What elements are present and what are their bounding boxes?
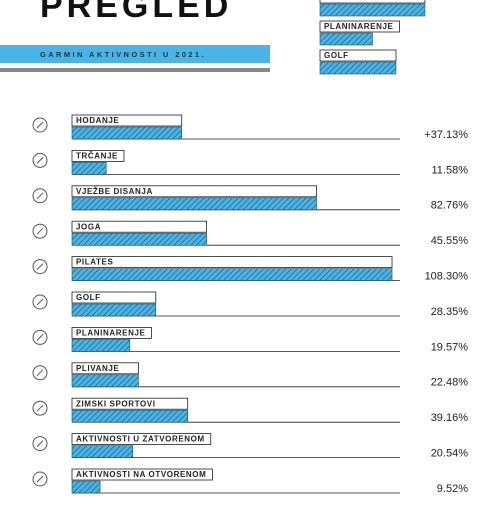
icon-shape — [32, 329, 48, 345]
bar — [71, 197, 317, 211]
category-label: VJEŽBE DISANJA — [76, 187, 153, 196]
bar — [319, 3, 426, 17]
value-label: 11.58% — [432, 164, 469, 176]
category-label: ZIMSKI SPORTOVI — [76, 399, 156, 408]
icon-shape — [32, 117, 48, 133]
label-box — [71, 362, 139, 375]
icon-shape — [36, 440, 44, 447]
label-box — [319, 49, 397, 62]
icon-shape — [32, 471, 48, 487]
bar — [71, 126, 183, 140]
activity-icon — [32, 294, 48, 310]
activity-icon — [32, 152, 48, 168]
activity-icon — [32, 259, 48, 275]
label-box — [71, 220, 208, 233]
category-label: GOLF — [324, 51, 349, 60]
activity-icon — [32, 329, 48, 345]
value-label: 28.35% — [431, 306, 469, 318]
value-label: 45.55% — [431, 235, 469, 247]
label-box — [71, 185, 317, 198]
category-label: GOLF — [76, 293, 101, 302]
activity-icon — [32, 188, 48, 204]
icon-shape — [32, 436, 48, 452]
label-box — [71, 397, 189, 410]
bar — [71, 445, 133, 458]
bar — [71, 162, 107, 175]
subtitle: GARMIN AKTIVNOSTI U 2021. — [40, 50, 206, 59]
label-box — [71, 291, 157, 304]
label-box — [71, 149, 125, 162]
value-label: 9.52% — [437, 483, 468, 495]
value-label: 82.76% — [431, 200, 469, 212]
icon-shape — [36, 404, 44, 412]
category-label: PLIVANJE — [76, 364, 119, 373]
icon-shape — [32, 365, 48, 381]
icon-shape — [36, 475, 44, 483]
icon-shape — [36, 157, 44, 164]
category-label: AKTIVNOSTI U ZATVORENOM — [76, 435, 205, 444]
label-box — [71, 114, 183, 127]
bar — [71, 480, 101, 494]
label-box — [71, 468, 213, 481]
bar — [71, 409, 189, 423]
icon-shape — [36, 227, 44, 235]
icon-shape — [36, 263, 44, 270]
bar — [71, 303, 157, 317]
category-label: JOGA — [76, 222, 101, 231]
label-box — [71, 433, 212, 446]
icon-shape — [32, 259, 48, 275]
icon-shape — [36, 334, 44, 341]
value-label: +37.13% — [424, 129, 468, 141]
icon-shape — [36, 192, 44, 200]
icon-shape — [36, 369, 44, 377]
icon-shape — [36, 298, 44, 306]
category-label: TRČANJE — [76, 152, 118, 161]
label-box — [71, 326, 152, 339]
label-box — [319, 0, 426, 4]
category-label: AKTIVNOSTI NA OTVORENOM — [76, 470, 206, 479]
activity-icon — [32, 117, 48, 133]
bar — [71, 339, 131, 352]
icon-shape — [32, 152, 48, 168]
value-label: 39.16% — [431, 412, 469, 424]
page-title: PREGLED — [40, 0, 232, 25]
subtitle-band — [0, 45, 270, 63]
category-label: PLANINARENJE — [324, 22, 393, 31]
activity-icon — [32, 400, 48, 416]
activity-icon — [32, 223, 48, 239]
bar — [71, 268, 393, 281]
icon-shape — [32, 294, 48, 310]
category-label: PLANINARENJE — [76, 329, 145, 338]
main-chart: HODANJE +37.13% TRČANJE 11.58% VJEŽBE DISANJ… — [32, 114, 469, 495]
activity-icon — [32, 436, 48, 452]
activity-icon — [32, 471, 48, 487]
category-label: PILATES — [76, 258, 113, 267]
label-box — [71, 256, 393, 269]
bar — [319, 61, 397, 75]
icon-shape — [36, 121, 44, 129]
value-label: 20.54% — [431, 448, 469, 460]
bar — [319, 32, 373, 46]
value-label: 19.57% — [431, 341, 469, 353]
label-box — [319, 20, 400, 33]
category-label: ZIMSKI SPORTOVI — [324, 0, 404, 2]
subtitle-rule — [0, 68, 270, 72]
icon-shape — [32, 188, 48, 204]
value-label: 108.30% — [425, 271, 469, 283]
icon-shape — [32, 223, 48, 239]
bar — [71, 374, 139, 388]
activity-icon — [32, 365, 48, 381]
category-label: HODANJE — [76, 116, 119, 125]
bar — [71, 232, 207, 246]
mini-chart: ZIMSKI SPORTOVI PLANINARENJE GOLF — [319, 0, 426, 75]
value-label: 22.48% — [431, 377, 469, 389]
icon-shape — [32, 400, 48, 416]
